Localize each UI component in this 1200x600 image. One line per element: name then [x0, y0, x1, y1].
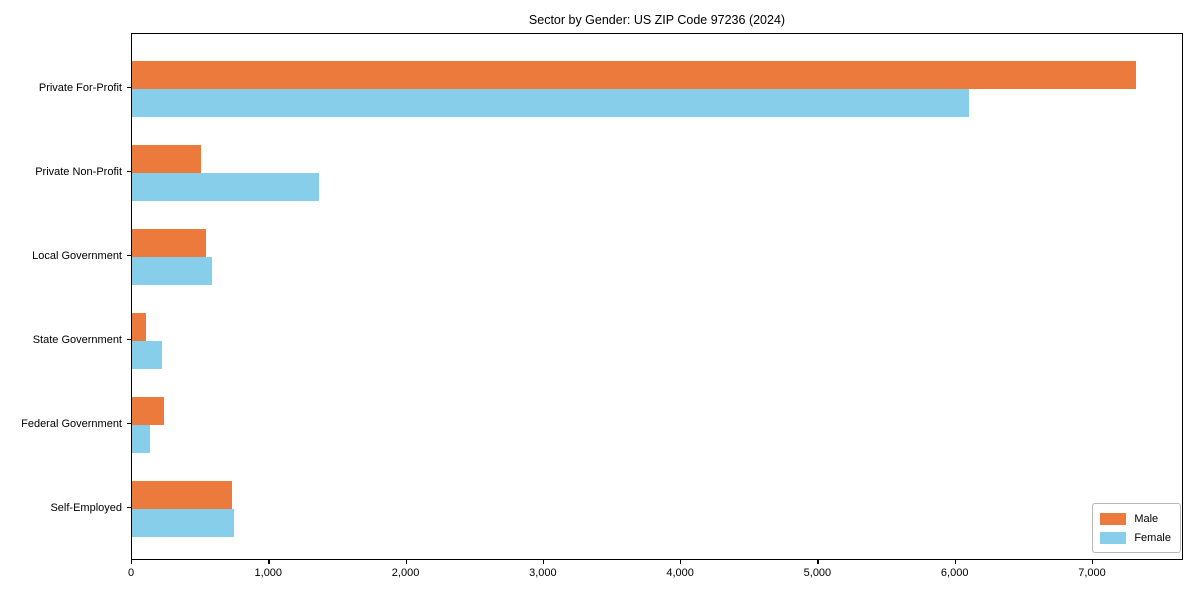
bar-male-private-for-profit	[132, 61, 1136, 89]
y-tick-state-government	[127, 339, 131, 341]
bar-female-state-government	[132, 341, 162, 369]
x-tick-4000	[680, 560, 682, 564]
y-label-private-for-profit: Private For-Profit	[38, 82, 122, 94]
plot-area	[131, 33, 1183, 560]
x-tick-label-4000: 4,000	[666, 567, 694, 579]
y-tick-self-employed	[127, 507, 131, 509]
x-tick-1000	[268, 560, 270, 564]
y-tick-private-for-profit	[127, 87, 131, 89]
x-tick-label-7000: 7,000	[1078, 567, 1106, 579]
bar-female-self-employed	[132, 509, 234, 537]
x-tick-7000	[1091, 560, 1094, 564]
bar-female-private-for-profit	[132, 89, 969, 117]
x-tick-6000	[954, 560, 956, 564]
legend-swatch-male	[1100, 512, 1127, 525]
x-tick-label-6000: 6,000	[940, 567, 969, 579]
x-tick-label-5000: 5,000	[803, 567, 832, 579]
x-tick-label-1000: 1,000	[254, 567, 283, 579]
x-tick-label-0: 0	[127, 567, 135, 579]
bar-male-self-employed	[132, 481, 232, 509]
legend-label-male: Male	[1134, 512, 1159, 525]
bar-female-private-non-profit	[132, 173, 319, 201]
x-tick-2000	[405, 560, 407, 564]
legend-item-male: Male	[1100, 509, 1171, 528]
x-tick-0	[131, 560, 133, 564]
legend-item-female: Female	[1100, 528, 1171, 547]
y-tick-local-government	[127, 255, 131, 257]
bar-male-private-non-profit	[132, 145, 201, 173]
y-label-federal-government: Federal Government	[21, 418, 122, 430]
x-tick-label-3000: 3,000	[529, 567, 557, 579]
bar-male-local-government	[132, 229, 206, 257]
bar-male-federal-government	[132, 397, 164, 425]
bar-female-federal-government	[132, 425, 150, 453]
legend: Male Female	[1092, 503, 1181, 553]
y-tick-federal-government	[127, 423, 131, 425]
y-label-self-employed: Self-Employed	[50, 502, 122, 514]
y-label-local-government: Local Government	[32, 250, 122, 262]
x-tick-3000	[542, 560, 545, 564]
x-tick-label-2000: 2,000	[391, 567, 420, 579]
x-tick-5000	[817, 560, 819, 564]
bar-female-local-government	[132, 257, 212, 285]
legend-swatch-female	[1100, 531, 1127, 544]
bar-male-state-government	[132, 313, 146, 341]
y-label-state-government: State Government	[32, 334, 122, 346]
legend-label-female: Female	[1134, 531, 1171, 544]
chart-title: Sector by Gender: US ZIP Code 97236 (202…	[528, 13, 786, 27]
y-label-private-non-profit: Private Non-Profit	[35, 166, 122, 178]
y-tick-private-non-profit	[127, 171, 131, 173]
